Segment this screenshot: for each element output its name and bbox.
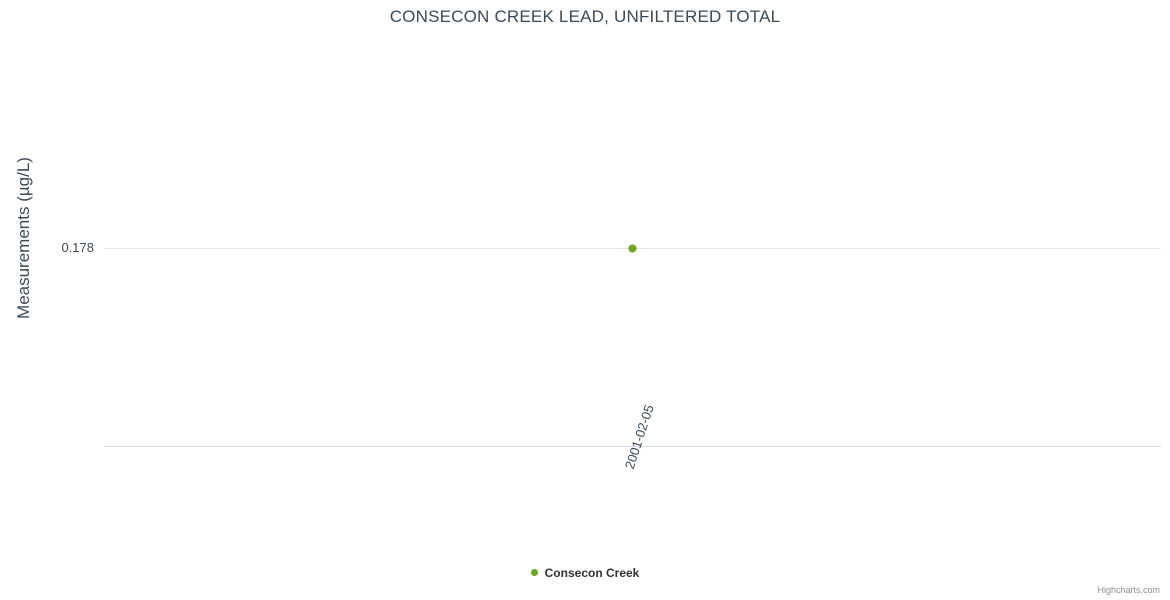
y-axis-tick-0: 0.178: [0, 240, 94, 256]
chart-title: CONSECON CREEK LEAD, UNFILTERED TOTAL: [389, 7, 781, 26]
legend-marker-icon: [530, 569, 538, 576]
legend-item-label: Consecon Creek: [544, 565, 640, 580]
y-axis-title: Measurements (µg/L): [14, 157, 33, 319]
legend-item-consecon-creek[interactable]: Consecon Creek: [530, 565, 640, 580]
y-axis-tick-label-0: 0.178: [61, 240, 94, 255]
data-point-marker[interactable]: [629, 245, 636, 252]
plot-area: [104, 42, 1161, 447]
highcharts-credits-link[interactable]: Highcharts.com: [1097, 585, 1160, 595]
chart-legend: Consecon Creek: [0, 563, 1170, 581]
x-axis-line: [104, 446, 1161, 447]
x-axis-tick-mark-0: [632, 447, 633, 455]
